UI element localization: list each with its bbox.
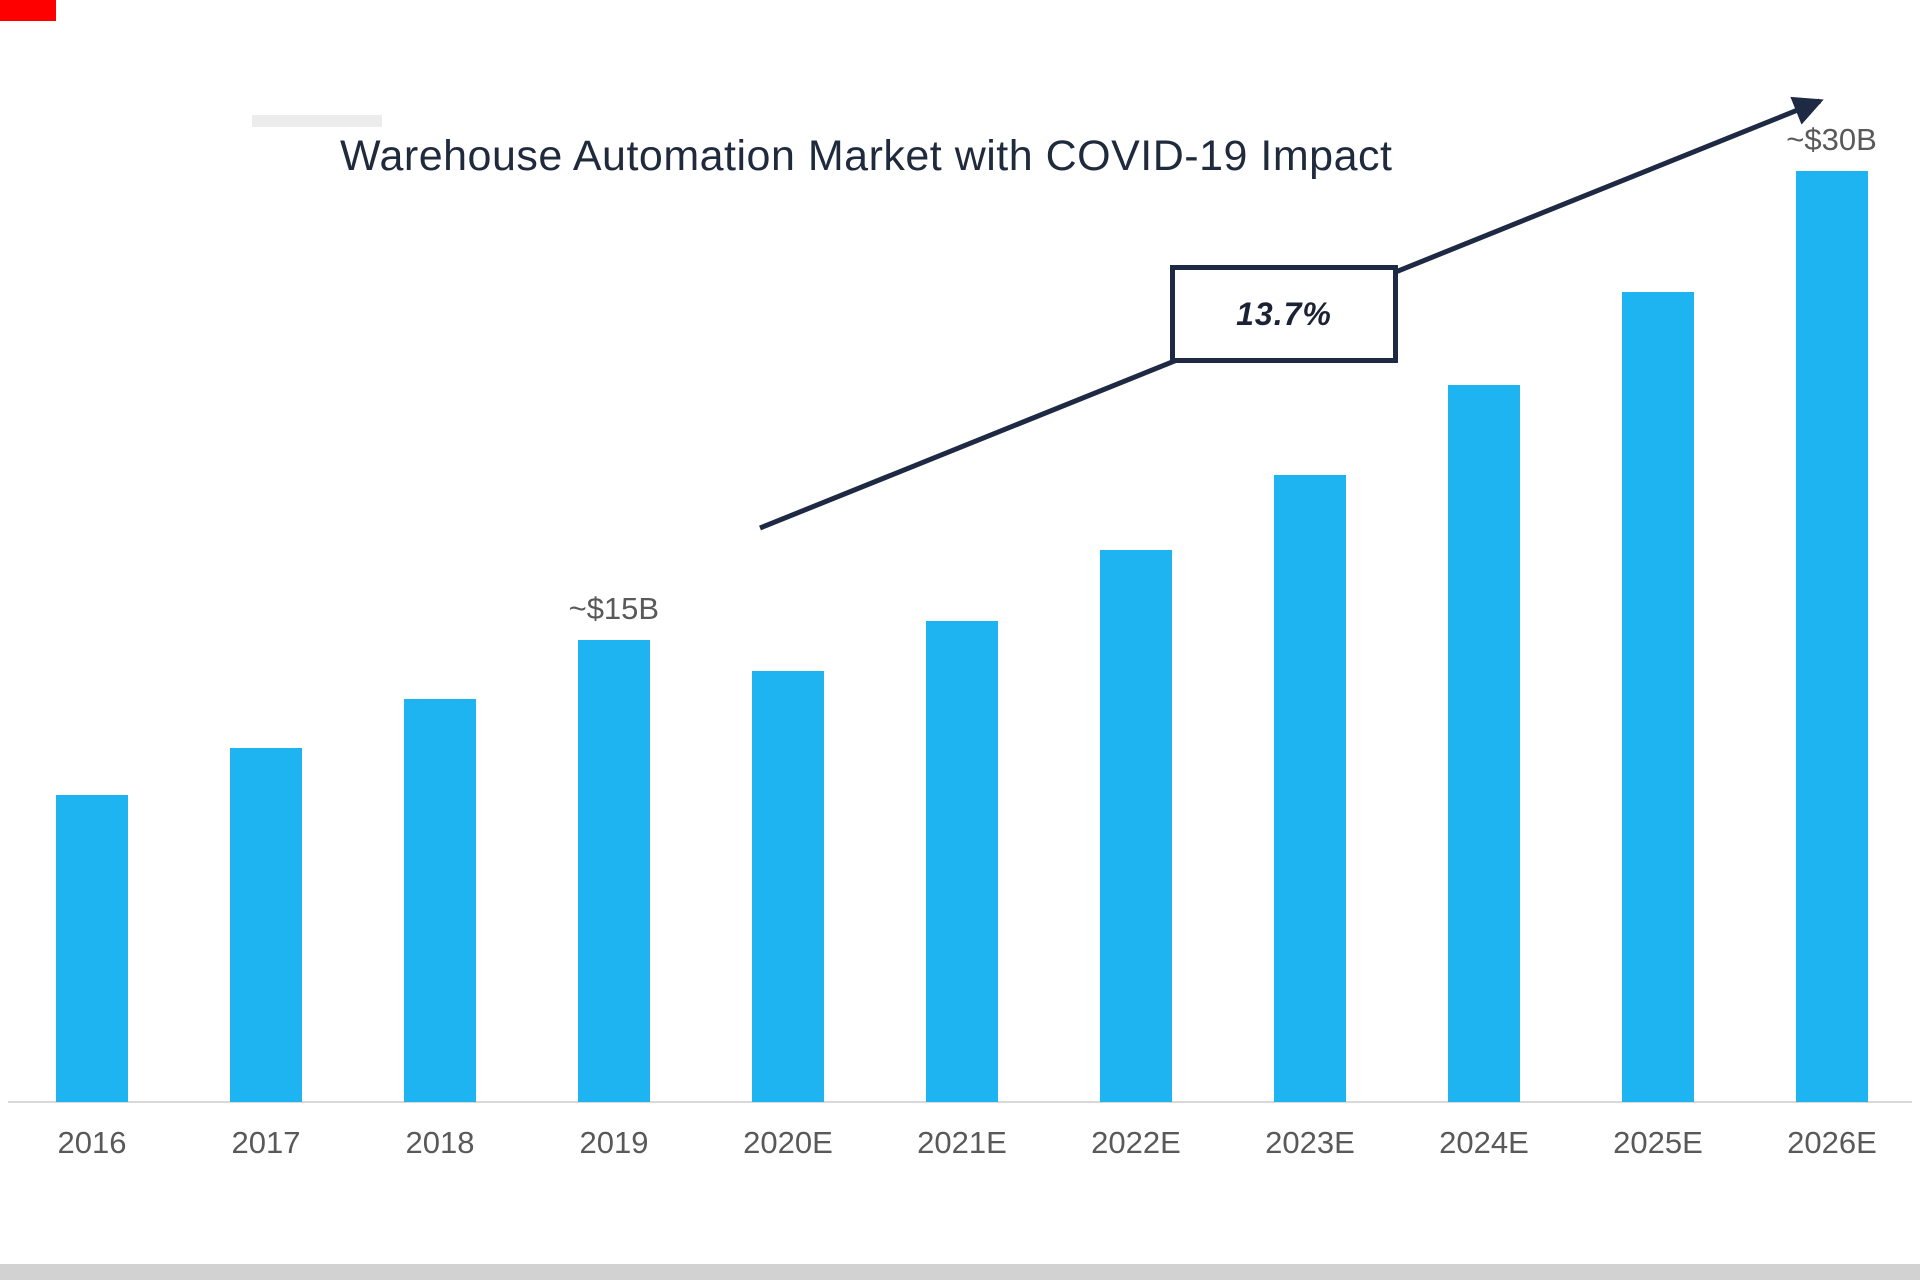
x-tick-2018: 2018 <box>405 1125 475 1160</box>
cagr-value: 13.7% <box>1236 295 1332 332</box>
bar-2021E <box>926 621 998 1102</box>
x-tick-2021E: 2021E <box>917 1125 1007 1160</box>
x-tick-2025E: 2025E <box>1613 1125 1703 1160</box>
bar-2023E <box>1274 475 1346 1102</box>
bar-2024E <box>1448 385 1520 1102</box>
value-label-2019: ~$15B <box>568 591 660 626</box>
bottom-edge-strip <box>0 1264 1920 1280</box>
bar-2025E <box>1622 292 1694 1102</box>
cagr-box: 13.7% <box>1170 265 1398 363</box>
x-tick-2019: 2019 <box>579 1125 649 1160</box>
x-tick-2023E: 2023E <box>1265 1125 1355 1160</box>
bar-2017 <box>230 748 302 1102</box>
x-tick-2020E: 2020E <box>743 1125 833 1160</box>
bar-2019 <box>578 640 650 1102</box>
x-tick-2024E: 2024E <box>1439 1125 1529 1160</box>
gray-smudge-artifact <box>252 115 382 127</box>
value-label-2026E: ~$30B <box>1786 122 1877 157</box>
x-tick-2022E: 2022E <box>1091 1125 1181 1160</box>
x-tick-2016: 2016 <box>57 1125 127 1160</box>
bar-2016 <box>56 795 128 1102</box>
bar-2018 <box>404 699 476 1102</box>
bar-2026E <box>1796 171 1868 1102</box>
chart-title: Warehouse Automation Market with COVID-1… <box>340 132 1393 180</box>
bar-2022E <box>1100 550 1172 1102</box>
x-axis-line <box>8 1101 1912 1103</box>
bar-2020E <box>752 671 824 1102</box>
red-corner-artifact <box>0 0 56 21</box>
x-tick-2017: 2017 <box>231 1125 301 1160</box>
x-tick-2026E: 2026E <box>1787 1125 1877 1160</box>
